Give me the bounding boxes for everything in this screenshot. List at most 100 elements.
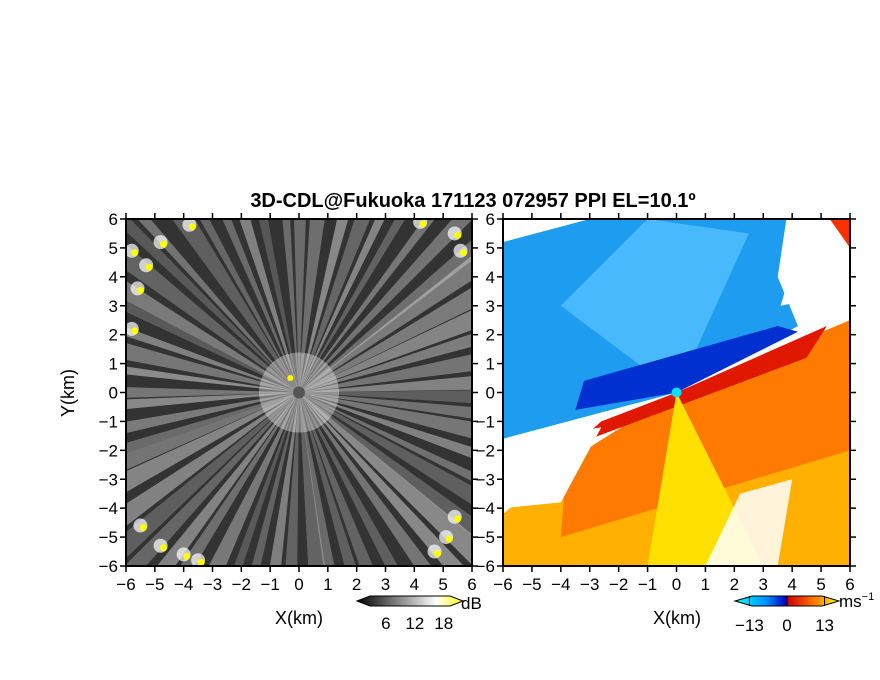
intensity-beam xyxy=(126,392,299,470)
y-tick-label: −1 xyxy=(99,412,118,431)
intensity-beam xyxy=(126,366,299,393)
x-tick-label: 5 xyxy=(816,575,825,594)
edge-clutter-strong xyxy=(139,524,147,532)
intensity-beam xyxy=(126,387,299,398)
intensity-beam xyxy=(299,392,472,505)
approaching-core xyxy=(560,219,749,393)
intensity-beam xyxy=(126,392,299,527)
velocity-colorbar-tick-label: −13 xyxy=(735,616,764,635)
intensity-beam xyxy=(299,392,472,419)
x-tick-label: −4 xyxy=(551,575,570,594)
x-tick-label: 3 xyxy=(759,575,768,594)
intensity-beam xyxy=(299,392,373,566)
intensity-beam xyxy=(299,219,472,393)
intensity-beam xyxy=(299,392,325,566)
intensity-beam xyxy=(299,239,472,393)
edge-clutter-strong xyxy=(454,515,462,523)
velocity-colorbar-unit: ms−1 xyxy=(839,591,874,611)
x-tick-label: 1 xyxy=(323,575,332,594)
x-tick-label: −4 xyxy=(174,575,193,594)
intensity-beam xyxy=(299,255,472,393)
intensity-edge-clutter xyxy=(126,219,468,566)
x-tick-label: 6 xyxy=(467,575,476,594)
intensity-beam xyxy=(299,219,371,393)
receding-mid xyxy=(560,320,850,538)
y-tick-label: 3 xyxy=(109,297,118,316)
x-tick-label: 4 xyxy=(410,575,419,594)
edge-clutter-strong xyxy=(445,535,453,543)
y-tick-label: 4 xyxy=(486,268,495,287)
velocity-colorbar-tick-label: 13 xyxy=(815,616,834,635)
y-tick-label: 5 xyxy=(109,239,118,258)
intensity-beam xyxy=(180,392,299,566)
edge-clutter-strong xyxy=(183,552,191,560)
y-tick-label: −2 xyxy=(476,441,495,460)
edge-clutter-strong xyxy=(459,249,467,257)
corner-receding xyxy=(829,219,850,248)
intensity-beam xyxy=(258,219,299,393)
intensity-beam xyxy=(199,219,299,393)
intensity-colorbar-tick-label: 6 xyxy=(381,614,390,633)
x-tick-label: 5 xyxy=(438,575,447,594)
y-tick-label: 6 xyxy=(486,210,495,229)
no-data-gap xyxy=(705,479,793,566)
intensity-colorbar-tick-label: 12 xyxy=(405,614,424,633)
intensity-colorbar: dB 6 12 18 xyxy=(355,594,482,633)
x-tick-label: −3 xyxy=(580,575,599,594)
y-tick-label: 0 xyxy=(109,384,118,403)
intensity-beam xyxy=(299,310,472,393)
no-data-gap xyxy=(780,219,850,306)
edge-clutter-strong xyxy=(197,558,205,566)
edge-clutter-strong xyxy=(145,263,153,271)
edge-clutter-strong xyxy=(160,240,168,248)
x-tick-label: −5 xyxy=(522,575,541,594)
intensity-beam xyxy=(126,343,299,393)
intensity-beam xyxy=(293,219,306,393)
intensity-colorbar-ticks: 6 12 18 xyxy=(381,614,453,633)
intensity-beam xyxy=(126,327,299,393)
y-tick-label: −2 xyxy=(99,441,118,460)
intensity-beam xyxy=(251,392,299,566)
velocity-colorbar: ms−1 −13 0 13 xyxy=(733,591,874,635)
y-tick-label: 6 xyxy=(109,210,118,229)
intensity-colorbar-unit: dB xyxy=(461,594,482,613)
intensity-beam xyxy=(299,219,406,393)
no-data-gap xyxy=(503,427,602,509)
y-tick-label: 4 xyxy=(109,268,118,287)
intensity-beam xyxy=(299,287,472,393)
radar-center-marker-velocity xyxy=(671,387,682,398)
y-tick-label: 2 xyxy=(486,326,495,345)
intensity-beam xyxy=(299,392,465,566)
x-tick-label: −3 xyxy=(203,575,222,594)
edge-clutter-strong xyxy=(160,544,168,552)
y-tick-label: −6 xyxy=(476,557,495,576)
intensity-ylabel: Y(km) xyxy=(58,369,78,417)
intensity-beam xyxy=(285,392,299,566)
y-tick-label: 3 xyxy=(486,297,495,316)
receding-band xyxy=(575,325,827,445)
y-tick-label: 2 xyxy=(109,326,118,345)
intensity-beam xyxy=(299,333,472,393)
chart-title: 3D-CDL@Fukuoka 171123 072957 PPI EL=10.1… xyxy=(250,190,695,212)
edge-clutter-strong xyxy=(131,249,139,257)
edge-clutter-strong xyxy=(454,231,462,239)
y-tick-label: 1 xyxy=(109,355,118,374)
y-tick-label: −4 xyxy=(99,499,118,518)
x-tick-label: 4 xyxy=(787,575,796,594)
intensity-beam xyxy=(299,376,472,393)
intensity-beam xyxy=(239,219,299,393)
y-tick-label: 5 xyxy=(486,239,495,258)
intensity-beam xyxy=(282,219,299,393)
x-tick-label: 2 xyxy=(730,575,739,594)
intensity-beam xyxy=(299,392,335,566)
y-tick-label: −3 xyxy=(476,470,495,489)
intensity-beam xyxy=(156,392,299,566)
intensity-beam xyxy=(126,392,299,410)
x-tick-label: −2 xyxy=(232,575,251,594)
intensity-beam xyxy=(126,392,299,434)
intensity-beam xyxy=(299,392,472,536)
intensity-beam xyxy=(299,354,472,393)
